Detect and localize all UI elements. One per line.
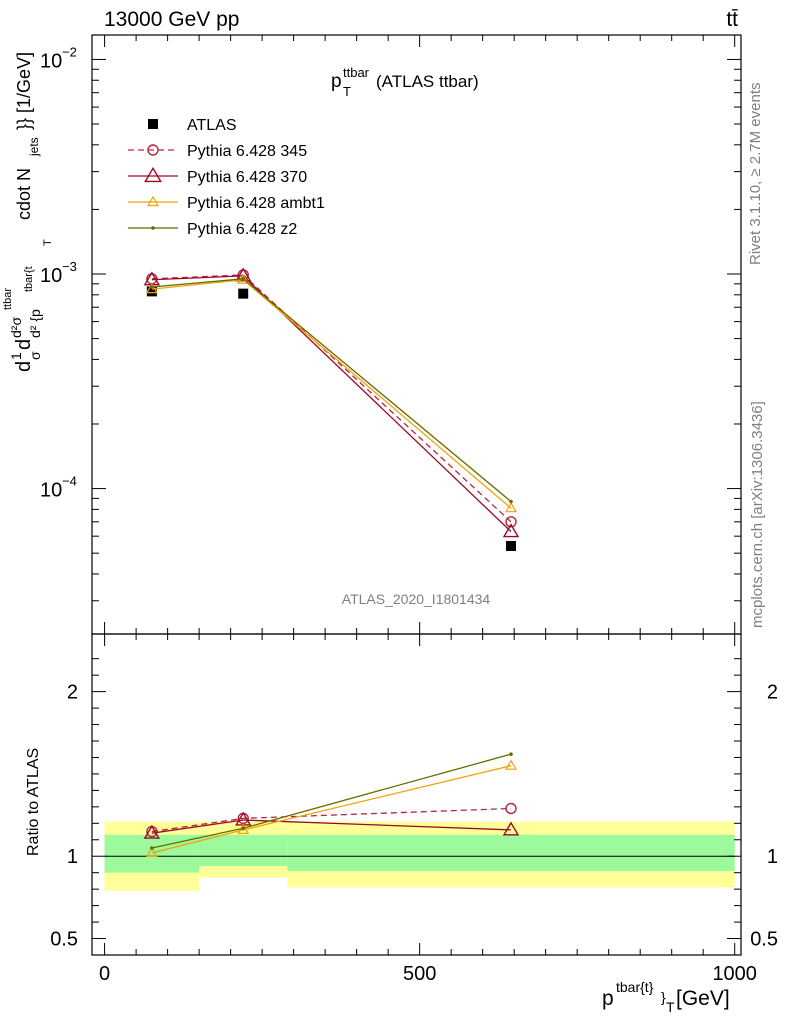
legend-label: ATLAS xyxy=(187,117,237,134)
p370-marker xyxy=(502,821,520,836)
main-series-ambt1 xyxy=(145,273,518,513)
legend-label: Pythia 6.428 z2 xyxy=(187,221,297,238)
ylabel-part9: T xyxy=(42,239,54,246)
legend-entry-p345: Pythia 6.428 345 xyxy=(128,143,307,160)
ytick-label-exp: −4 xyxy=(62,474,77,489)
atlas-marker xyxy=(148,119,158,129)
ylabel-part11: jets xyxy=(27,137,41,157)
main-line-ambt1 xyxy=(151,279,512,509)
ylabel-part4: d xyxy=(13,339,35,350)
data-series xyxy=(143,267,520,858)
legend-label: Pythia 6.428 ambt1 xyxy=(187,195,325,212)
legend-entry-atlas: ATLAS xyxy=(148,117,237,134)
ylabel-part12: }} [1/GeV] xyxy=(14,52,34,130)
ambt1-marker xyxy=(146,195,160,207)
ytick-label-base: 10 xyxy=(40,265,62,287)
ytick-label-exp: −3 xyxy=(62,259,77,274)
p345-marker xyxy=(505,516,517,528)
ratio-band-inner xyxy=(287,834,735,872)
p345-marker xyxy=(147,144,159,156)
legend-label: Pythia 6.428 345 xyxy=(187,143,307,160)
atlas-marker xyxy=(238,288,249,299)
plot-title-rest: (ATLAS ttbar) xyxy=(376,72,479,91)
legend-label: Pythia 6.428 370 xyxy=(187,169,307,186)
xlabel-sub: } xyxy=(661,989,666,1005)
main-series-atlas xyxy=(146,286,517,551)
ylabel-part6: ttbar xyxy=(2,288,14,310)
ambt1-marker xyxy=(145,846,158,858)
ytick-label-exp: −2 xyxy=(62,44,77,59)
z2-marker xyxy=(151,226,155,230)
xtick-label: 1000 xyxy=(712,963,757,985)
atlas-marker xyxy=(506,540,517,551)
ylabel-part8: tbar{t xyxy=(23,266,35,292)
main-series-p370 xyxy=(143,267,520,538)
ambt1-marker xyxy=(504,502,518,513)
ylabel-part7: d² {p xyxy=(27,309,43,338)
xaxis-label: p tbar{t} } T [GeV] xyxy=(602,979,730,1015)
ratio-line-p345 xyxy=(151,807,512,833)
ratio-frame xyxy=(91,633,742,956)
z2-marker xyxy=(241,276,246,281)
ratio-ytick-label-right: 2 xyxy=(767,682,778,704)
legend: ATLAS Pythia 6.428 345 Pythia 6.428 370 Pyt… xyxy=(128,117,325,238)
xlabel-sup: tbar{t} xyxy=(616,979,654,995)
z2-marker xyxy=(241,826,246,831)
z2-marker xyxy=(509,752,513,756)
atlas-marker xyxy=(146,286,157,297)
ambt1-marker xyxy=(504,759,518,770)
p370-marker xyxy=(143,824,161,839)
plot-title: p ttbar T (ATLAS ttbar) xyxy=(331,65,479,99)
legend-entry-ambt1: Pythia 6.428 ambt1 xyxy=(128,195,325,212)
ylabel-part5: d²σ xyxy=(8,317,24,338)
xlabel-units: [GeV] xyxy=(676,987,730,1010)
ratio-ytick-label: 0.5 xyxy=(50,929,78,951)
p345-marker xyxy=(505,802,517,815)
main-line-p370 xyxy=(151,275,512,533)
ylabel-part3: σ xyxy=(27,351,43,360)
xlabel-sub2: T xyxy=(666,999,675,1015)
ratio-band-inner xyxy=(199,834,288,867)
main-series-z2 xyxy=(150,276,513,504)
p370-marker xyxy=(234,267,252,282)
p370-marker xyxy=(502,523,520,538)
xtick-label: 0 xyxy=(99,963,110,985)
ratio-ytick-label-right: 0.5 xyxy=(750,929,778,951)
main-line-z2 xyxy=(151,278,512,503)
xlabel-main: p xyxy=(602,987,614,1010)
ratio-ytick-label: 1 xyxy=(67,846,78,868)
plot-title-main: p xyxy=(331,71,342,92)
rivet-version: Rivet 3.1.10, ≥ 2.7M events xyxy=(747,83,764,266)
ratio-ylabel: Ratio to ATLAS xyxy=(25,748,42,856)
ytick-label-base: 10 xyxy=(40,480,62,502)
plot-title-sup: ttbar xyxy=(343,65,370,80)
mcplots-credit: mcplots.cern.ch [arXiv:1306.3436] xyxy=(749,401,766,628)
analysis-watermark: ATLAS_2020_I1801434 xyxy=(342,591,491,607)
legend-entry-p370: Pythia 6.428 370 xyxy=(128,166,307,186)
ylabel-part2: 1 xyxy=(8,352,24,360)
z2-marker xyxy=(150,846,154,850)
ratio-ytick-label: 2 xyxy=(67,682,78,704)
ylabel-part1: d xyxy=(13,361,35,372)
main-series-p345 xyxy=(146,269,517,528)
main-line-p345 xyxy=(151,274,512,523)
main-ylabel: d 1 σ d d²σ ttbar d² {p tbar{t T cdot N … xyxy=(2,52,54,372)
legend-entry-z2: Pythia 6.428 z2 xyxy=(128,221,297,238)
ytick-label-base: 10 xyxy=(40,50,62,72)
ratio-ytick-label-right: 1 xyxy=(767,846,778,868)
ratio-bands xyxy=(104,821,735,891)
ambt1-marker xyxy=(145,282,158,294)
ylabel-part10: cdot N xyxy=(14,168,34,220)
xtick-label: 500 xyxy=(403,963,436,985)
header-right: tt̄ xyxy=(726,8,738,31)
header-left: 13000 GeV pp xyxy=(104,8,239,31)
ratio-series-z2 xyxy=(150,752,513,850)
ratio-line-p370 xyxy=(151,819,512,834)
z2-marker xyxy=(150,285,154,289)
p370-marker xyxy=(144,166,162,183)
z2-marker xyxy=(509,499,513,504)
plot-title-sub: T xyxy=(343,84,351,99)
